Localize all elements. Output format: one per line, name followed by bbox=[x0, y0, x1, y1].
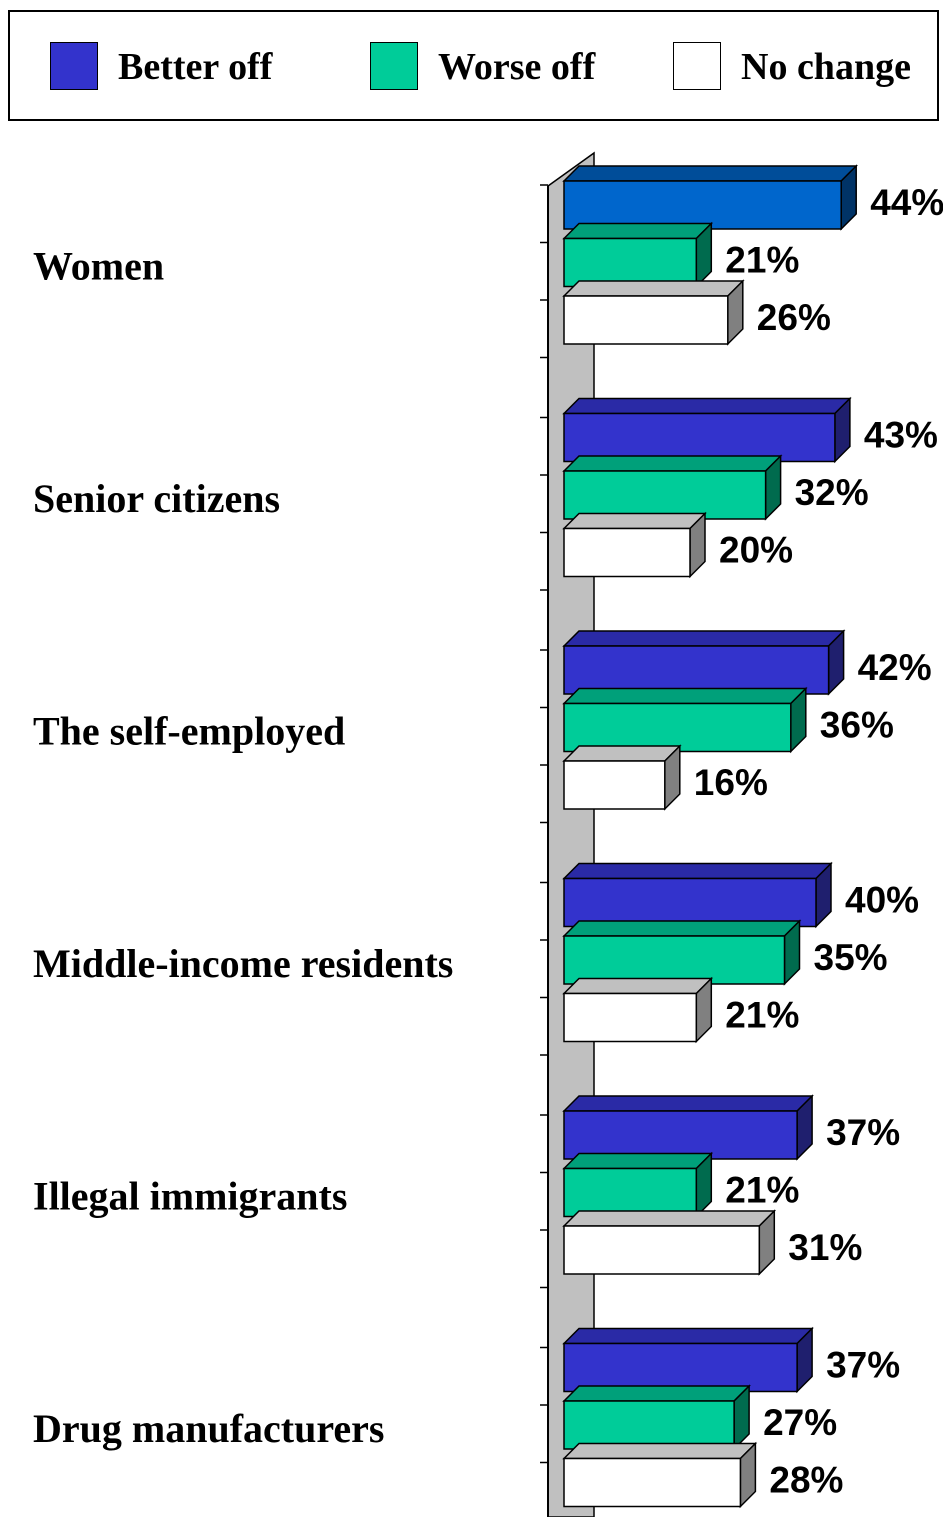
bar-women-worse-off bbox=[563, 237, 698, 288]
value-label-middle-income-residents-worse-off: 35% bbox=[814, 937, 888, 978]
bar-middle-income-residents-better-off-top bbox=[562, 862, 833, 880]
legend-label-worse-off: Worse off bbox=[438, 46, 596, 88]
value-label-middle-income-residents-better-off: 40% bbox=[845, 880, 919, 921]
bar-middle-income-residents-no-change-top bbox=[562, 977, 714, 995]
bar-senior-citizens-no-change-top bbox=[562, 512, 707, 530]
bar-illegal-immigrants-better-off bbox=[563, 1110, 798, 1160]
value-label-illegal-immigrants-no-change: 31% bbox=[788, 1227, 862, 1268]
value-label-women-no-change: 26% bbox=[757, 297, 831, 338]
bar-middle-income-residents-worse-off bbox=[563, 935, 786, 985]
bar-the-self-employed-worse-off-top bbox=[562, 687, 808, 705]
value-label-senior-citizens-better-off: 43% bbox=[864, 415, 938, 456]
bar-women-no-change bbox=[563, 295, 729, 345]
bar-middle-income-residents-better-off bbox=[563, 877, 817, 928]
value-label-women-worse-off: 21% bbox=[725, 240, 799, 281]
category-label-the-self-employed: The self-employed bbox=[33, 709, 345, 754]
category-label-middle-income-residents: Middle-income residents bbox=[33, 941, 453, 986]
legend-swatch-better-off bbox=[50, 42, 98, 90]
bar-women-better-off-top bbox=[562, 165, 859, 182]
bar-drug-manufacturers-worse-off-top bbox=[562, 1385, 751, 1402]
value-label-senior-citizens-worse-off: 32% bbox=[795, 472, 869, 513]
value-label-the-self-employed-better-off: 42% bbox=[858, 647, 932, 688]
value-label-illegal-immigrants-better-off: 37% bbox=[826, 1112, 900, 1153]
bar-the-self-employed-worse-off bbox=[563, 702, 792, 753]
bar-drug-manufacturers-no-change bbox=[563, 1457, 742, 1508]
legend-label-no-change: No change bbox=[741, 46, 911, 88]
bar-drug-manufacturers-better-off-top bbox=[562, 1327, 814, 1345]
bar-the-self-employed-better-off-top bbox=[562, 630, 846, 647]
bar-women-worse-off-top bbox=[562, 222, 714, 240]
bar-the-self-employed-no-change-top bbox=[562, 745, 682, 762]
bar-women-no-change-top bbox=[562, 280, 745, 297]
value-label-women-better-off: 44% bbox=[870, 182, 943, 223]
category-label-senior-citizens: Senior citizens bbox=[33, 476, 280, 521]
value-label-the-self-employed-worse-off: 36% bbox=[820, 705, 894, 746]
bar-senior-citizens-worse-off bbox=[563, 470, 767, 520]
value-label-drug-manufacturers-no-change: 28% bbox=[769, 1460, 843, 1501]
value-label-middle-income-residents-no-change: 21% bbox=[725, 995, 799, 1036]
bar-senior-citizens-better-off bbox=[563, 412, 836, 463]
bar-the-self-employed-no-change bbox=[563, 760, 666, 810]
value-label-drug-manufacturers-worse-off: 27% bbox=[763, 1402, 837, 1443]
chart-legend: Better off Worse off No change bbox=[8, 10, 939, 121]
bar-illegal-immigrants-worse-off-top bbox=[562, 1152, 714, 1170]
category-label-illegal-immigrants: Illegal immigrants bbox=[33, 1174, 347, 1219]
bar-middle-income-residents-worse-off-top bbox=[562, 920, 802, 937]
value-label-the-self-employed-no-change: 16% bbox=[694, 762, 768, 803]
bar-illegal-immigrants-no-change bbox=[563, 1225, 761, 1275]
bar-drug-manufacturers-no-change-top bbox=[562, 1442, 758, 1460]
axis-wall bbox=[547, 151, 595, 1517]
value-label-drug-manufacturers-better-off: 37% bbox=[826, 1345, 900, 1386]
bar-middle-income-residents-no-change bbox=[563, 992, 698, 1043]
bar-senior-citizens-no-change bbox=[563, 527, 691, 578]
bar-senior-citizens-worse-off-top bbox=[562, 455, 783, 472]
legend-swatch-worse-off bbox=[370, 42, 418, 90]
bar-the-self-employed-better-off bbox=[563, 645, 830, 695]
category-label-women: Women bbox=[33, 244, 164, 289]
bar-illegal-immigrants-worse-off bbox=[563, 1167, 698, 1218]
bar-illegal-immigrants-no-change-top bbox=[562, 1210, 777, 1227]
bar-senior-citizens-better-off-top bbox=[562, 397, 852, 415]
bar-drug-manufacturers-better-off bbox=[563, 1342, 798, 1393]
legend-label-better-off: Better off bbox=[118, 46, 273, 88]
value-label-senior-citizens-no-change: 20% bbox=[719, 530, 793, 571]
bar-women-better-off bbox=[563, 180, 842, 230]
bar-illegal-immigrants-better-off-top bbox=[562, 1095, 814, 1112]
bar-drug-manufacturers-worse-off bbox=[563, 1400, 735, 1450]
value-label-illegal-immigrants-worse-off: 21% bbox=[725, 1170, 799, 1211]
category-label-drug-manufacturers: Drug manufacturers bbox=[33, 1406, 384, 1451]
legend-swatch-no-change bbox=[673, 42, 721, 90]
